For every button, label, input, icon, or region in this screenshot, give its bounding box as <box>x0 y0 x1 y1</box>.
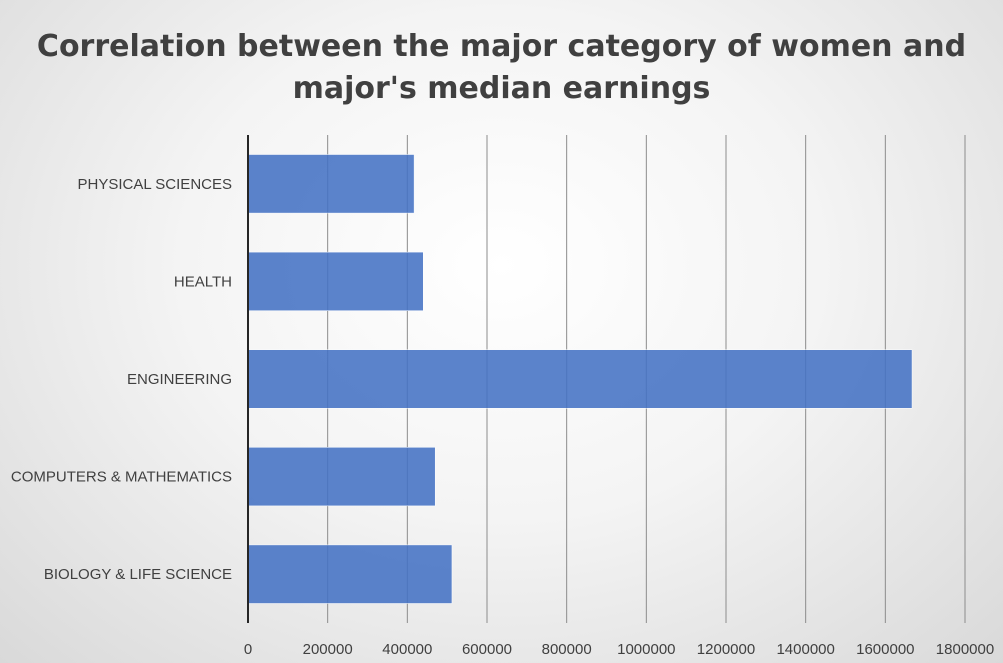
x-tick-label: 1600000 <box>856 641 914 658</box>
category-label: COMPUTERS & MATHEMATICS <box>11 469 232 486</box>
x-tick-label: 0 <box>244 641 252 658</box>
bar <box>247 154 415 214</box>
category-label: PHYSICAL SCIENCES <box>78 176 233 193</box>
category-label: ENGINEERING <box>127 371 232 388</box>
bar <box>247 349 913 409</box>
x-tick-label: 200000 <box>303 641 353 658</box>
bar <box>247 251 424 311</box>
x-tick-label: 600000 <box>462 641 512 658</box>
bar <box>247 544 453 604</box>
x-tick-label: 800000 <box>542 641 592 658</box>
bar <box>247 447 436 507</box>
category-label: HEALTH <box>174 273 232 290</box>
category-label: BIOLOGY & LIFE SCIENCE <box>44 566 232 583</box>
x-tick-label: 1800000 <box>936 641 994 658</box>
x-tick-label: 400000 <box>382 641 432 658</box>
x-tick-label: 1200000 <box>697 641 755 658</box>
x-tick-label: 1400000 <box>776 641 834 658</box>
x-tick-label: 1000000 <box>617 641 675 658</box>
chart-title: Correlation between the major category o… <box>36 29 967 106</box>
